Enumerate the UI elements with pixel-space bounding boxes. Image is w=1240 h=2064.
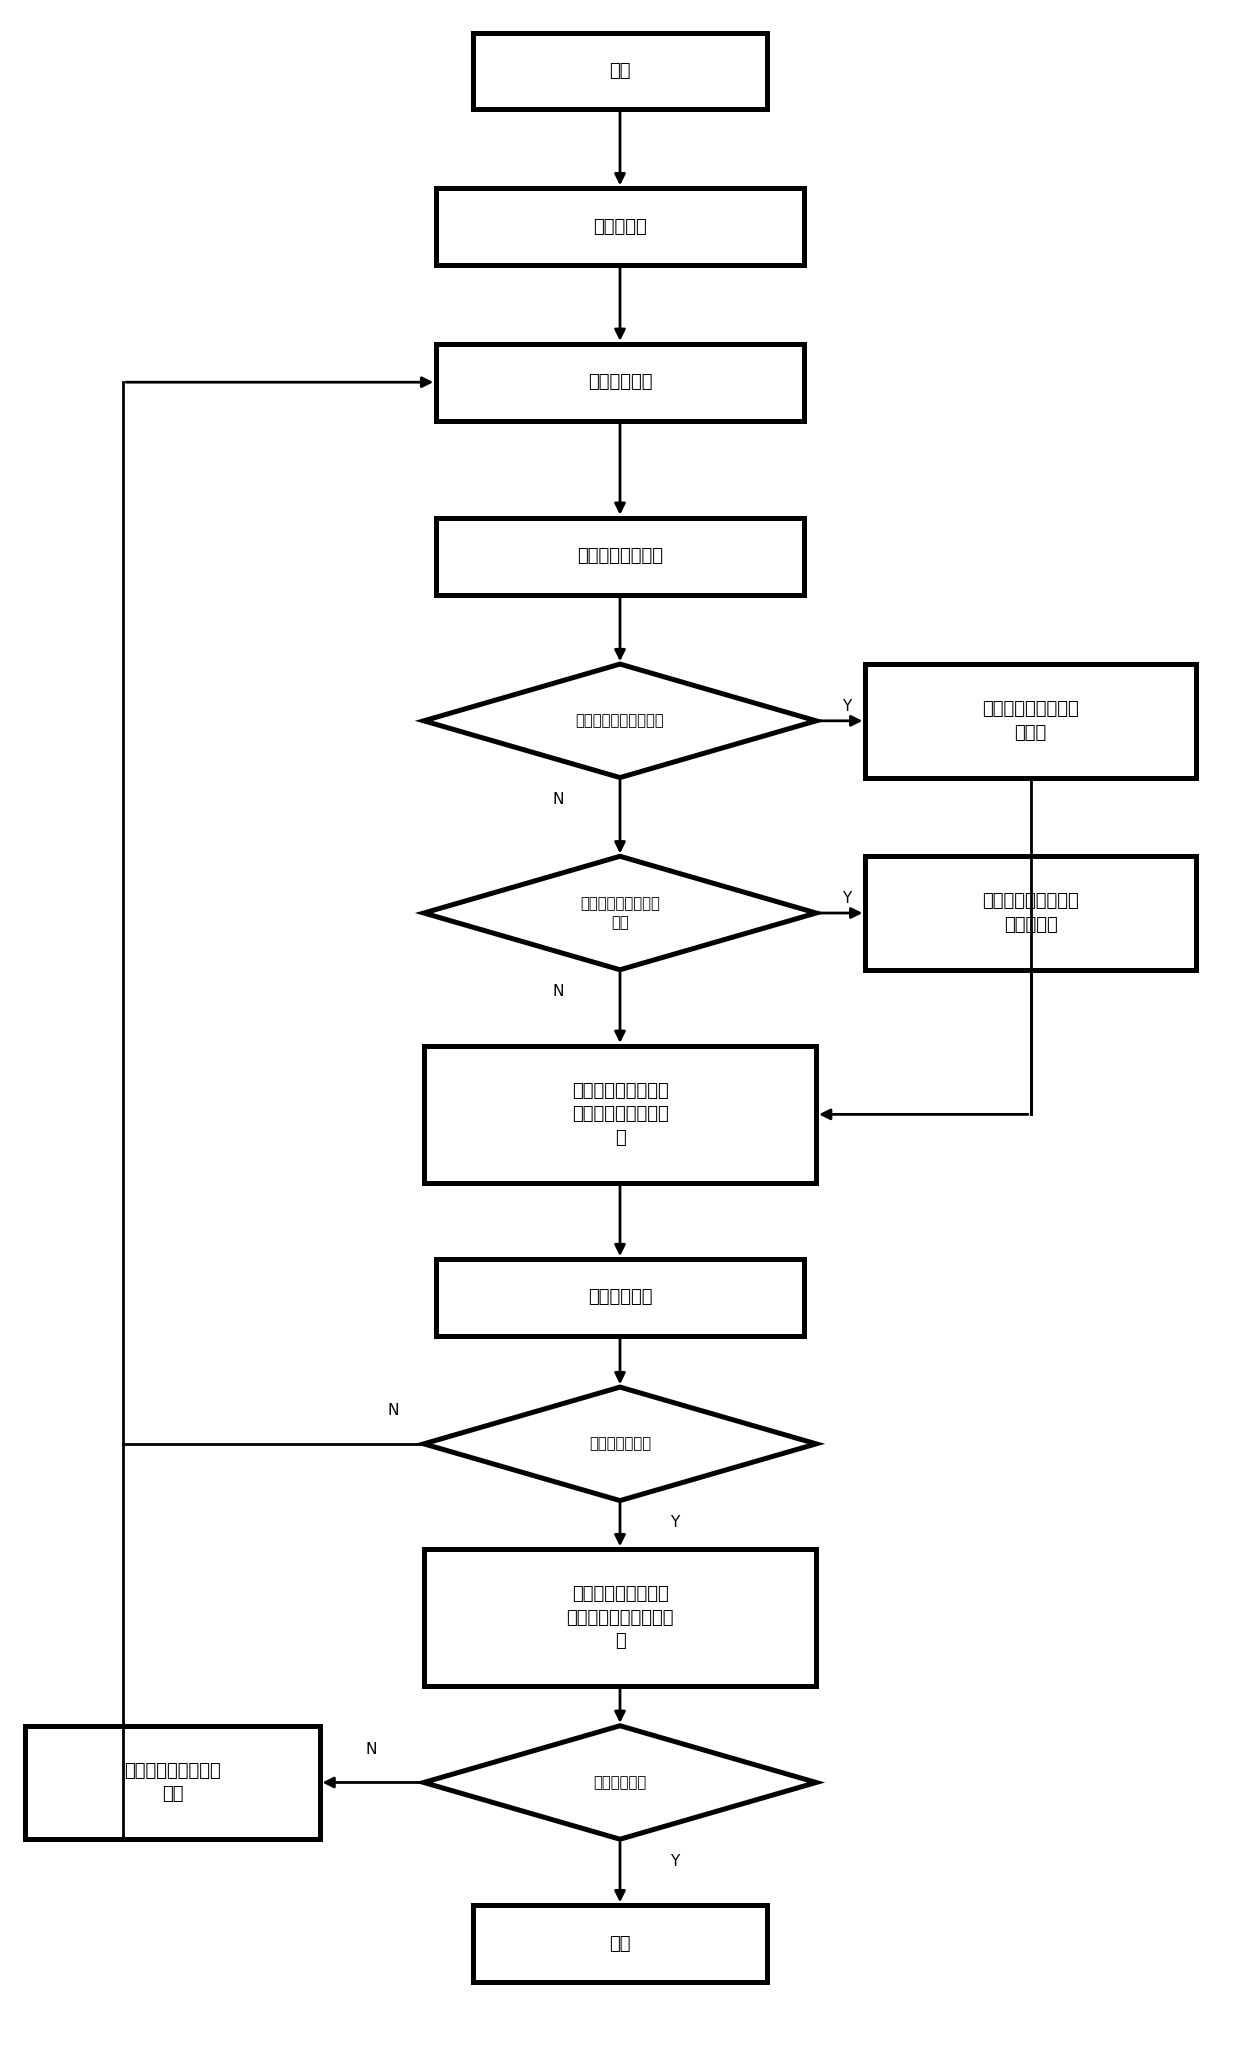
FancyBboxPatch shape: [424, 1046, 816, 1183]
FancyBboxPatch shape: [472, 33, 768, 109]
Polygon shape: [424, 665, 816, 778]
Polygon shape: [424, 1726, 816, 1839]
Text: Y: Y: [671, 1515, 680, 1529]
FancyBboxPatch shape: [436, 1259, 804, 1335]
Text: 更新惯性权重和退火
温度: 更新惯性权重和退火 温度: [124, 1763, 221, 1804]
FancyBboxPatch shape: [25, 1726, 320, 1839]
Text: 将当前粒子记为个体
最优解: 将当前粒子记为个体 最优解: [982, 700, 1079, 741]
Text: 更新粒子速度: 更新粒子速度: [588, 1288, 652, 1307]
Text: Y: Y: [842, 892, 852, 906]
FancyBboxPatch shape: [866, 857, 1197, 970]
Text: 所有粒子都完成: 所有粒子都完成: [589, 1437, 651, 1451]
Text: N: N: [366, 1742, 377, 1756]
FancyBboxPatch shape: [436, 188, 804, 264]
FancyBboxPatch shape: [436, 345, 804, 421]
Text: Y: Y: [842, 700, 852, 714]
Text: 开始本次迭代: 开始本次迭代: [588, 374, 652, 392]
FancyBboxPatch shape: [866, 665, 1197, 778]
Text: 开始: 开始: [609, 62, 631, 80]
Polygon shape: [424, 857, 816, 970]
Text: 计算粒子适应度值: 计算粒子适应度值: [577, 547, 663, 566]
Text: 小于个体最优适应度值: 小于个体最优适应度值: [575, 714, 665, 729]
FancyBboxPatch shape: [436, 518, 804, 594]
FancyBboxPatch shape: [424, 1550, 816, 1686]
Text: 根据个体最优解的适
应度值筛选取种群最优
解: 根据个体最优解的适 应度值筛选取种群最优 解: [567, 1585, 673, 1651]
Text: Y: Y: [671, 1853, 680, 1868]
Text: 初始化参数: 初始化参数: [593, 217, 647, 235]
Text: 结束: 结束: [609, 1934, 631, 1953]
Text: 根据基于模拟退火的
更新选择更新粒子位
置: 根据基于模拟退火的 更新选择更新粒子位 置: [572, 1082, 668, 1148]
Text: 小于粒子之前的适应
度值: 小于粒子之前的适应 度值: [580, 896, 660, 929]
Text: N: N: [553, 985, 564, 999]
Polygon shape: [424, 1387, 816, 1501]
Text: N: N: [387, 1404, 399, 1418]
Text: 达到迭代上限: 达到迭代上限: [594, 1775, 646, 1789]
Text: N: N: [553, 793, 564, 807]
Text: 将粒子位置更新为当
前粒子位置: 将粒子位置更新为当 前粒子位置: [982, 892, 1079, 933]
FancyBboxPatch shape: [472, 1905, 768, 1981]
